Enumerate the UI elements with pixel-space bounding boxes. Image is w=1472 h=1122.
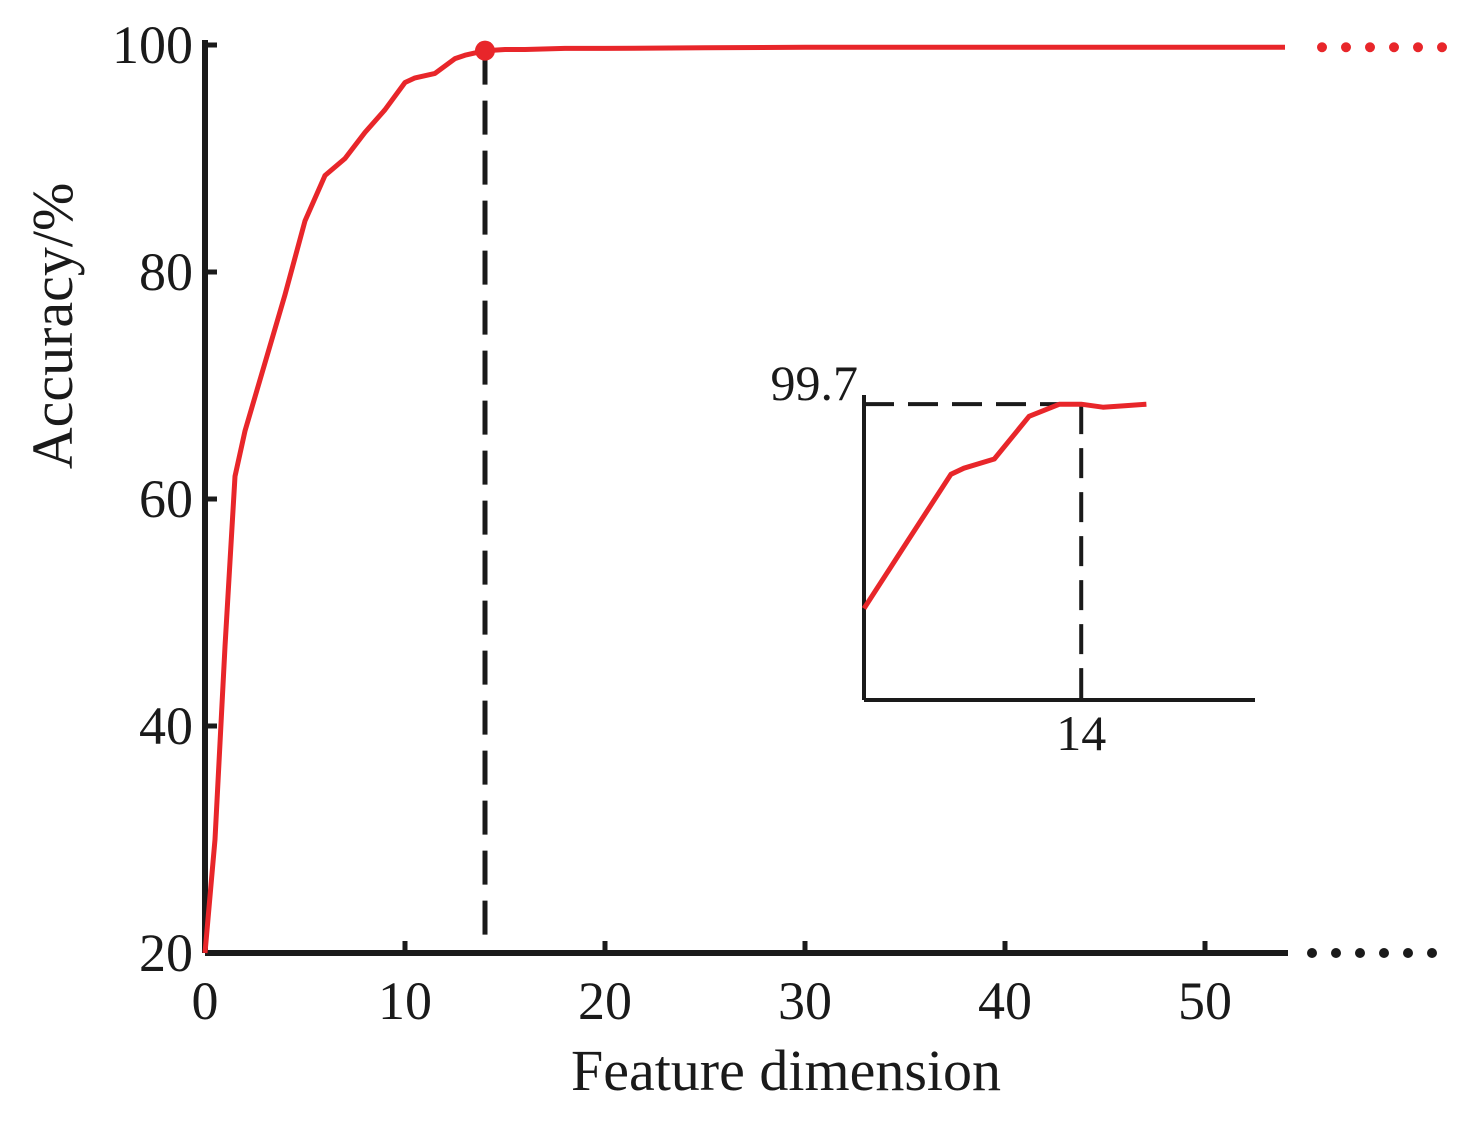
series-continuation-dot [1413, 42, 1423, 53]
y-tick-label-80: 80 [139, 242, 193, 302]
series-continuation-dot [1365, 42, 1375, 53]
x-tick-label-30: 30 [778, 971, 832, 1031]
y-axis-title: Accuracy/% [20, 183, 85, 470]
main-plot: 0 10 20 30 40 50 20 40 60 80 100 [112, 15, 1447, 1031]
x-tick-label-20: 20 [578, 971, 632, 1031]
inset-plot: 14 99.7 [771, 355, 1255, 761]
series-continuation-dot [1341, 42, 1351, 53]
y-tick-label-40: 40 [139, 696, 193, 756]
series-continuation-dot [1389, 42, 1399, 53]
x-axis-continuation-dot [1427, 948, 1437, 958]
y-tick-label-100: 100 [112, 15, 193, 75]
y-tick-label-60: 60 [139, 469, 193, 529]
x-axis-continuation-dot [1403, 948, 1413, 958]
x-tick-label-40: 40 [978, 971, 1032, 1031]
x-axis-continuation-dot [1355, 948, 1365, 958]
x-axis-title: Feature dimension [571, 1038, 1001, 1103]
marked-point [475, 40, 495, 61]
accuracy-series-line [202, 44, 1285, 954]
x-axis-continuation-dot [1307, 948, 1317, 958]
x-tick-label-10: 10 [378, 971, 432, 1031]
x-axis-continuation-dot [1379, 948, 1389, 958]
series-continuation-dot [1317, 42, 1327, 53]
x-tick-label-0: 0 [192, 971, 219, 1031]
inset-series-line [861, 401, 1147, 610]
y-tick-label-20: 20 [139, 923, 193, 983]
x-axis-continuation-dot [1331, 948, 1341, 958]
x-tick-label-50: 50 [1178, 971, 1232, 1031]
series-continuation-dot [1437, 42, 1447, 53]
inset-y-label: 99.7 [771, 355, 859, 411]
inset-x-label: 14 [1056, 705, 1106, 761]
